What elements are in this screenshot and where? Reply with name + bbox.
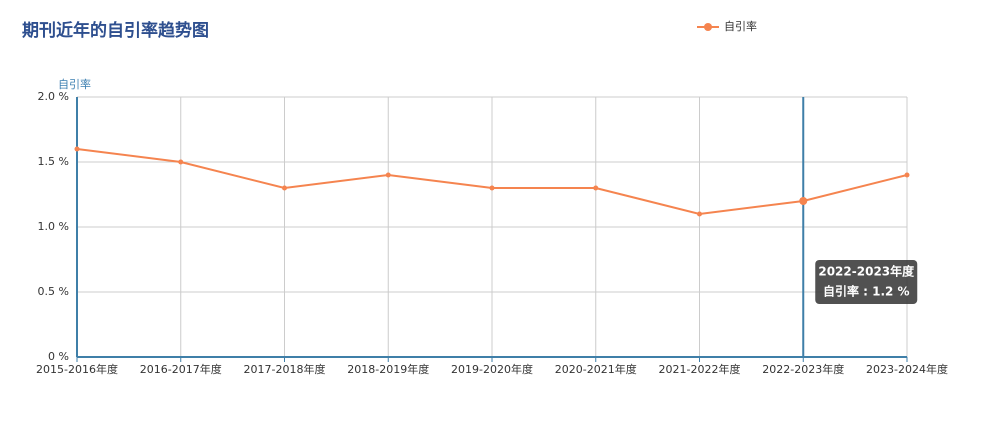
y-axis-label: 自引率 bbox=[58, 77, 91, 91]
x-tick-label: 2022-2023年度 bbox=[762, 362, 844, 376]
y-tick-label: 2.0 % bbox=[38, 90, 69, 103]
legend-marker bbox=[704, 23, 712, 31]
x-tick-label: 2015-2016年度 bbox=[36, 362, 118, 376]
x-tick-label: 2023-2024年度 bbox=[866, 362, 948, 376]
y-tick-label: 1.0 % bbox=[38, 220, 69, 233]
data-point bbox=[385, 172, 391, 178]
tooltip-box bbox=[815, 260, 918, 304]
data-point bbox=[74, 146, 80, 152]
x-tick-label: 2020-2021年度 bbox=[555, 362, 637, 376]
data-point bbox=[489, 185, 495, 191]
chart-title: 期刊近年的自引率趋势图 bbox=[22, 20, 209, 41]
tooltip-text: 自引率 : 1.2 % bbox=[823, 284, 910, 299]
data-point bbox=[282, 185, 287, 191]
x-tick-label: 2018-2019年度 bbox=[347, 362, 429, 376]
tooltip-title: 2022-2023年度 bbox=[818, 264, 915, 279]
y-tick-label: 0 % bbox=[48, 350, 69, 363]
legend-label: 自引率 bbox=[724, 19, 757, 33]
x-tick-label: 2017-2018年度 bbox=[244, 362, 326, 376]
data-point bbox=[904, 172, 910, 178]
data-point bbox=[593, 185, 599, 191]
x-tick-label: 2016-2017年度 bbox=[140, 362, 222, 376]
data-point bbox=[799, 197, 808, 205]
y-tick-label: 0.5 % bbox=[38, 285, 69, 298]
data-point bbox=[178, 159, 184, 165]
x-tick-label: 2019-2020年度 bbox=[451, 362, 533, 376]
x-tick-label: 2021-2022年度 bbox=[659, 362, 741, 376]
y-tick-label: 1.5 % bbox=[38, 155, 69, 168]
data-point bbox=[697, 211, 702, 217]
